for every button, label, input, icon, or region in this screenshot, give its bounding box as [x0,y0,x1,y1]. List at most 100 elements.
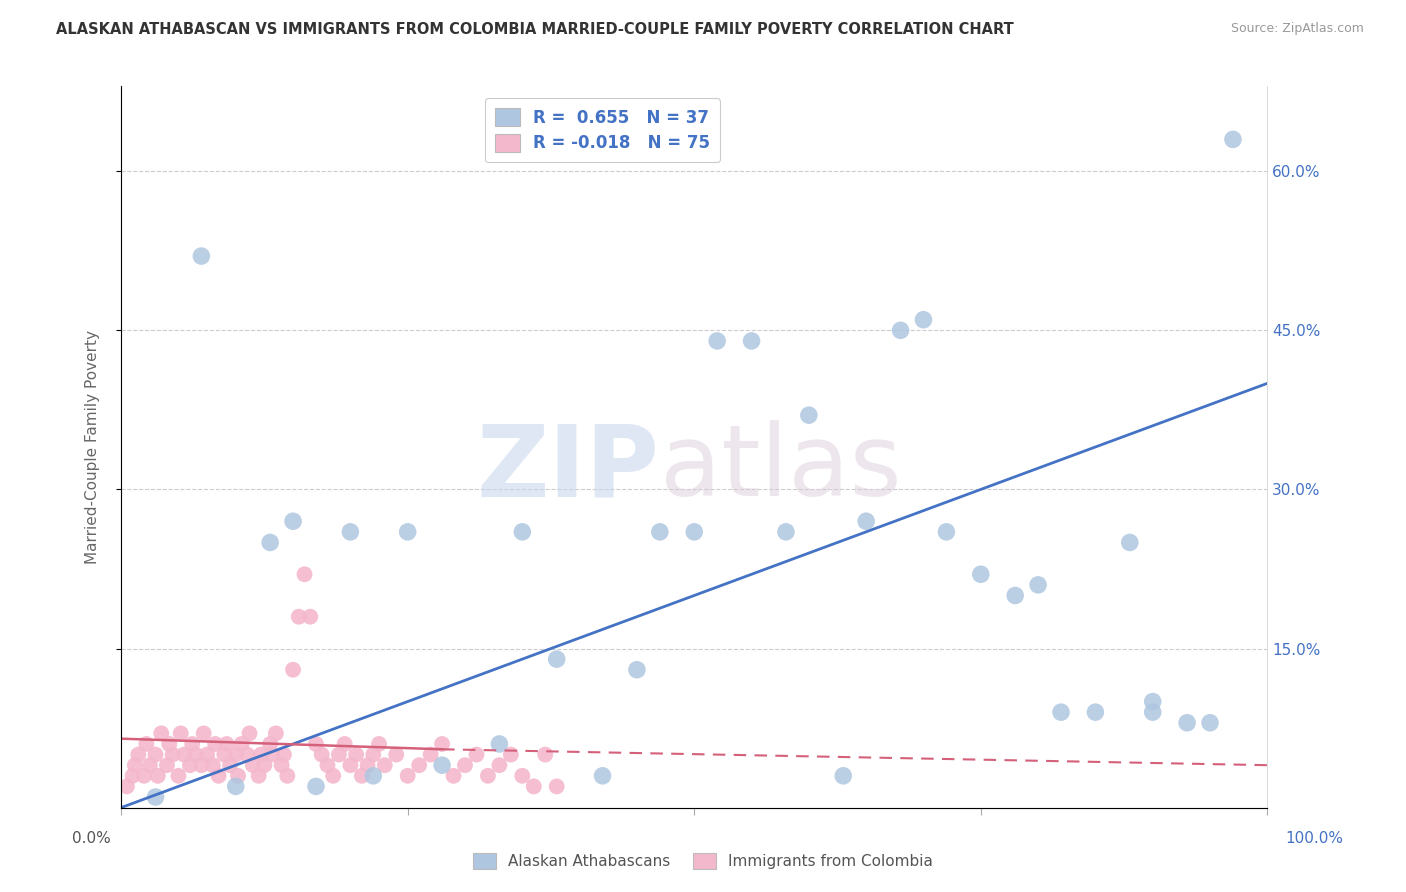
Point [396,524,419,539]
Point [368,737,391,751]
Point [499,747,522,762]
Point [281,663,304,677]
Point [115,780,138,794]
Point [328,747,350,762]
Point [1004,589,1026,603]
Point [156,758,179,772]
Point [546,780,568,794]
Point [592,769,614,783]
Point [299,609,322,624]
Text: Source: ZipAtlas.com: Source: ZipAtlas.com [1230,22,1364,36]
Point [288,609,311,624]
Point [225,780,247,794]
Point [242,758,264,772]
Point [832,769,855,783]
Point [510,769,533,783]
Point [855,514,877,528]
Point [270,758,292,772]
Point [510,524,533,539]
Point [363,769,385,783]
Point [339,524,361,539]
Point [250,747,273,762]
Point [173,747,195,762]
Point [305,737,328,751]
Point [273,747,295,762]
Point [215,737,238,751]
Point [238,726,260,740]
Point [305,780,328,794]
Point [1142,694,1164,708]
Point [534,747,557,762]
Point [276,769,298,783]
Point [970,567,993,582]
Point [890,323,912,337]
Point [294,567,316,582]
Text: 100.0%: 100.0% [1285,831,1344,847]
Point [454,758,477,772]
Point [683,524,706,539]
Point [167,769,190,783]
Text: atlas: atlas [659,420,901,517]
Point [797,408,820,422]
Point [523,780,546,794]
Point [935,524,957,539]
Point [477,769,499,783]
Point [316,758,339,772]
Point [1026,578,1049,592]
Point [170,726,193,740]
Point [775,524,797,539]
Point [121,769,143,783]
Legend: Alaskan Athabascans, Immigrants from Colombia: Alaskan Athabascans, Immigrants from Col… [467,847,939,875]
Point [488,758,510,772]
Point [181,737,204,751]
Point [201,758,224,772]
Point [281,514,304,528]
Point [253,758,276,772]
Point [408,758,430,772]
Point [344,747,367,762]
Point [741,334,763,348]
Point [190,249,212,263]
Point [190,758,212,772]
Point [231,737,253,751]
Point [225,747,247,762]
Point [1199,715,1222,730]
Point [236,747,259,762]
Point [1175,715,1198,730]
Point [465,747,488,762]
Point [1119,535,1142,549]
Text: 0.0%: 0.0% [72,831,111,847]
Point [1050,705,1073,719]
Point [127,747,149,762]
Point [135,737,157,751]
Point [1142,705,1164,719]
Point [385,747,408,762]
Point [195,747,218,762]
Point [443,769,465,783]
Point [124,758,146,772]
Point [396,769,419,783]
Point [430,737,453,751]
Y-axis label: Married-Couple Family Poverty: Married-Couple Family Poverty [86,330,100,564]
Point [430,758,453,772]
Point [146,769,169,783]
Point [419,747,441,762]
Point [1084,705,1107,719]
Point [648,524,671,539]
Point [139,758,162,772]
Point [162,747,184,762]
Point [145,747,167,762]
Point [204,737,226,751]
Point [912,312,935,326]
Point [132,769,155,783]
Point [350,769,373,783]
Point [706,334,728,348]
Point [1222,132,1244,146]
Point [356,758,378,772]
Text: ALASKAN ATHABASCAN VS IMMIGRANTS FROM COLOMBIA MARRIED-COUPLE FAMILY POVERTY COR: ALASKAN ATHABASCAN VS IMMIGRANTS FROM CO… [56,22,1014,37]
Text: ZIP: ZIP [477,420,659,517]
Point [219,758,242,772]
Point [193,726,215,740]
Point [157,737,180,751]
Point [264,726,287,740]
